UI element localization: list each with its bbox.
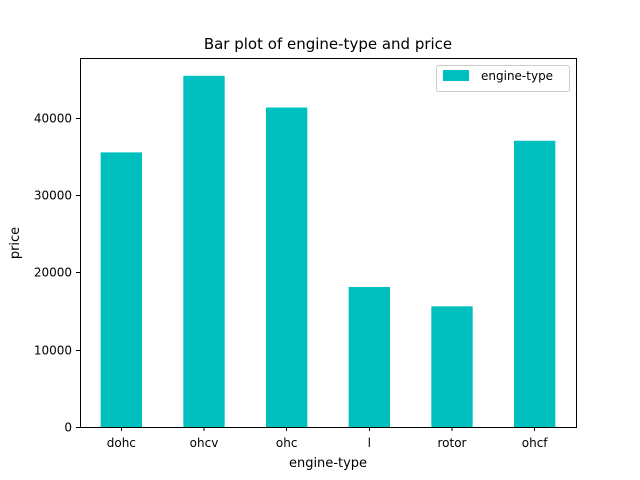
- y-tick-label: 10000: [34, 344, 72, 358]
- y-tick-label: 30000: [34, 189, 72, 203]
- x-tick-label: ohc: [276, 436, 298, 450]
- bar-ohc: [266, 107, 308, 427]
- y-axis-label: price: [8, 227, 23, 259]
- legend-label: engine-type: [481, 69, 553, 83]
- y-tick-label: 40000: [34, 112, 72, 126]
- x-axis-ticks: dohc ohcv ohc l rotor ohcf: [107, 427, 549, 450]
- x-axis-label: engine-type: [289, 456, 367, 471]
- x-tick-label: l: [368, 436, 371, 450]
- x-tick-label: ohcv: [190, 436, 219, 450]
- y-axis-ticks: 0 10000 20000 30000 40000: [34, 112, 80, 435]
- y-tick-label: 0: [64, 421, 72, 435]
- bar-ohcv: [183, 75, 225, 427]
- y-tick-label: 20000: [34, 266, 72, 280]
- bar-ohcf: [514, 140, 556, 427]
- bar-rotor: [431, 306, 473, 427]
- bar-group: [100, 75, 556, 427]
- bar-l: [348, 286, 390, 427]
- chart-title: Bar plot of engine-type and price: [204, 35, 452, 53]
- plot-frame: [80, 58, 577, 428]
- x-tick-label: dohc: [107, 436, 136, 450]
- legend: engine-type: [436, 65, 570, 92]
- legend-box: [436, 65, 570, 92]
- legend-swatch: [443, 70, 469, 81]
- x-tick-label: rotor: [438, 436, 467, 450]
- bar-dohc: [100, 152, 142, 427]
- x-tick-label: ohcf: [522, 436, 549, 450]
